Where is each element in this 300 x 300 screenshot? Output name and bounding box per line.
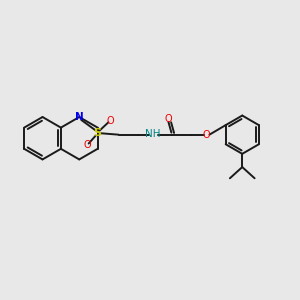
- Text: O: O: [83, 140, 91, 150]
- Text: O: O: [106, 116, 114, 126]
- Text: S: S: [94, 128, 101, 138]
- Text: O: O: [164, 114, 172, 124]
- Text: O: O: [203, 130, 211, 140]
- Text: NH: NH: [146, 129, 161, 139]
- Text: N: N: [75, 112, 84, 122]
